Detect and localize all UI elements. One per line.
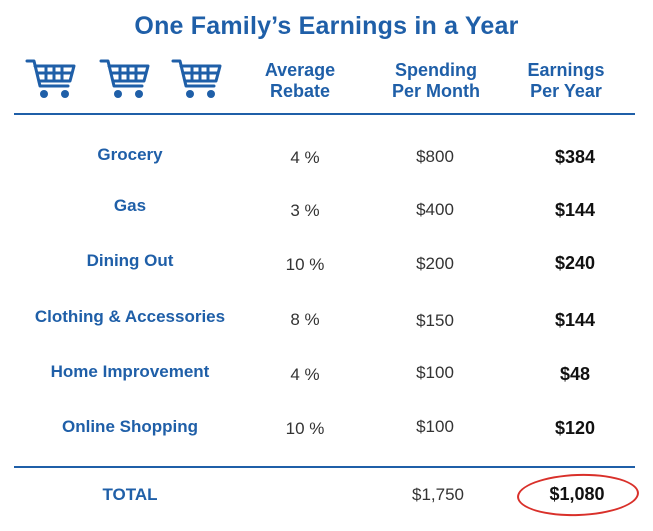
rebate-value: 3 % xyxy=(290,201,320,220)
spending-value: $800 xyxy=(416,147,454,166)
total-earnings-value: $1,080 xyxy=(549,484,605,504)
header-earnings-per-year: Earnings Per Year xyxy=(527,60,605,101)
earnings-value: $144 xyxy=(554,200,596,220)
total-spending-value: $1,750 xyxy=(412,485,464,504)
shopping-cart-icon xyxy=(25,59,76,98)
header-divider xyxy=(14,113,635,115)
total-divider xyxy=(14,466,635,468)
earnings-value: $48 xyxy=(559,364,591,384)
rebate-value: 4 % xyxy=(290,148,320,167)
category-label: Dining Out xyxy=(86,251,174,270)
header-average-rebate: Average Rebate xyxy=(264,60,336,101)
earnings-value: $120 xyxy=(554,418,596,438)
spending-value: $400 xyxy=(416,200,454,219)
page-title: One Family’s Earnings in a Year xyxy=(134,12,519,40)
category-label: Clothing & Accessories xyxy=(34,307,226,326)
shopping-cart-icon xyxy=(171,59,222,98)
spending-value: $150 xyxy=(416,311,454,330)
header-spending-per-month: Spending Per Month xyxy=(392,60,480,101)
rebate-value: 8 % xyxy=(290,310,320,329)
rebate-value: 10 % xyxy=(285,255,325,274)
spending-value: $100 xyxy=(416,363,454,382)
rebate-value: 10 % xyxy=(285,419,325,438)
category-label: Home Improvement xyxy=(50,362,210,381)
spending-value: $100 xyxy=(416,417,454,436)
category-label: Grocery xyxy=(97,145,163,164)
earnings-value: $240 xyxy=(554,253,596,273)
earnings-value: $384 xyxy=(554,147,596,167)
spending-value: $200 xyxy=(416,254,454,273)
category-label: Online Shopping xyxy=(62,417,198,436)
category-label: Gas xyxy=(113,196,147,215)
rebate-value: 4 % xyxy=(290,365,320,384)
shopping-cart-icon xyxy=(99,59,150,98)
earnings-value: $144 xyxy=(554,310,596,330)
total-label: TOTAL xyxy=(102,485,158,504)
